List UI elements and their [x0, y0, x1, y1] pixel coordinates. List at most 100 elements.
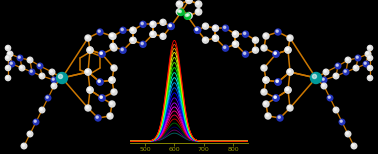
- Circle shape: [243, 32, 246, 34]
- Circle shape: [87, 47, 93, 53]
- Circle shape: [368, 56, 370, 58]
- Circle shape: [286, 88, 288, 90]
- Circle shape: [254, 38, 256, 41]
- Circle shape: [20, 66, 22, 68]
- Circle shape: [87, 47, 93, 53]
- Circle shape: [197, 2, 199, 4]
- Circle shape: [184, 13, 191, 19]
- Circle shape: [345, 131, 351, 137]
- Circle shape: [366, 52, 368, 54]
- Circle shape: [310, 73, 322, 83]
- Circle shape: [5, 75, 11, 81]
- Circle shape: [234, 32, 236, 34]
- Circle shape: [368, 66, 370, 68]
- Circle shape: [186, 12, 192, 19]
- Circle shape: [98, 80, 100, 82]
- Circle shape: [275, 79, 281, 85]
- Circle shape: [99, 51, 105, 57]
- Circle shape: [110, 43, 116, 49]
- Circle shape: [264, 78, 266, 80]
- Circle shape: [6, 76, 8, 78]
- Circle shape: [288, 70, 290, 72]
- Circle shape: [86, 106, 88, 108]
- Circle shape: [363, 61, 369, 67]
- Circle shape: [212, 25, 218, 31]
- Circle shape: [110, 78, 112, 80]
- Circle shape: [285, 47, 291, 53]
- Circle shape: [214, 26, 216, 28]
- Circle shape: [276, 80, 278, 82]
- Circle shape: [131, 38, 133, 41]
- Circle shape: [108, 114, 110, 116]
- Circle shape: [100, 96, 102, 98]
- Circle shape: [286, 88, 288, 90]
- Circle shape: [88, 88, 90, 90]
- Circle shape: [107, 113, 113, 119]
- Circle shape: [264, 102, 266, 104]
- Circle shape: [168, 23, 174, 30]
- Circle shape: [340, 120, 342, 122]
- Circle shape: [335, 63, 341, 69]
- Circle shape: [100, 96, 102, 98]
- Circle shape: [346, 58, 348, 60]
- Circle shape: [274, 96, 276, 98]
- Circle shape: [110, 78, 112, 80]
- Circle shape: [86, 70, 88, 72]
- Circle shape: [111, 44, 113, 47]
- Circle shape: [21, 143, 27, 149]
- Circle shape: [99, 51, 105, 57]
- Circle shape: [242, 31, 248, 37]
- Circle shape: [97, 79, 103, 85]
- Circle shape: [195, 28, 198, 30]
- Circle shape: [130, 37, 136, 43]
- Circle shape: [88, 48, 90, 50]
- Circle shape: [150, 31, 156, 37]
- Circle shape: [99, 95, 105, 101]
- Circle shape: [140, 41, 146, 47]
- Circle shape: [160, 33, 166, 39]
- Circle shape: [151, 22, 153, 25]
- Circle shape: [50, 70, 52, 72]
- Circle shape: [161, 34, 163, 37]
- Circle shape: [197, 10, 199, 12]
- Circle shape: [87, 87, 93, 93]
- Circle shape: [179, 10, 181, 13]
- Circle shape: [120, 27, 126, 33]
- Circle shape: [110, 34, 112, 36]
- Circle shape: [336, 64, 338, 66]
- Circle shape: [34, 120, 36, 122]
- Circle shape: [27, 57, 33, 63]
- Circle shape: [264, 34, 266, 36]
- Circle shape: [265, 113, 271, 119]
- Circle shape: [273, 95, 279, 101]
- Circle shape: [131, 38, 133, 41]
- Circle shape: [214, 36, 216, 38]
- Circle shape: [88, 88, 90, 90]
- Circle shape: [177, 2, 180, 4]
- Circle shape: [100, 52, 102, 54]
- Circle shape: [95, 115, 101, 121]
- Circle shape: [322, 84, 324, 86]
- Circle shape: [354, 66, 356, 68]
- Circle shape: [261, 65, 267, 71]
- Circle shape: [141, 42, 143, 45]
- Circle shape: [212, 25, 218, 31]
- Circle shape: [275, 79, 281, 85]
- Circle shape: [40, 108, 42, 110]
- Circle shape: [287, 35, 293, 41]
- Circle shape: [111, 34, 113, 37]
- Circle shape: [151, 22, 153, 25]
- Circle shape: [27, 131, 33, 137]
- Circle shape: [285, 87, 291, 93]
- Circle shape: [111, 89, 117, 95]
- Circle shape: [234, 32, 236, 34]
- Circle shape: [150, 21, 156, 27]
- Circle shape: [367, 75, 373, 81]
- Circle shape: [6, 46, 8, 48]
- Circle shape: [45, 95, 51, 101]
- Circle shape: [276, 30, 278, 32]
- Circle shape: [52, 84, 54, 86]
- Circle shape: [328, 96, 330, 98]
- Circle shape: [223, 46, 226, 49]
- Circle shape: [99, 95, 105, 101]
